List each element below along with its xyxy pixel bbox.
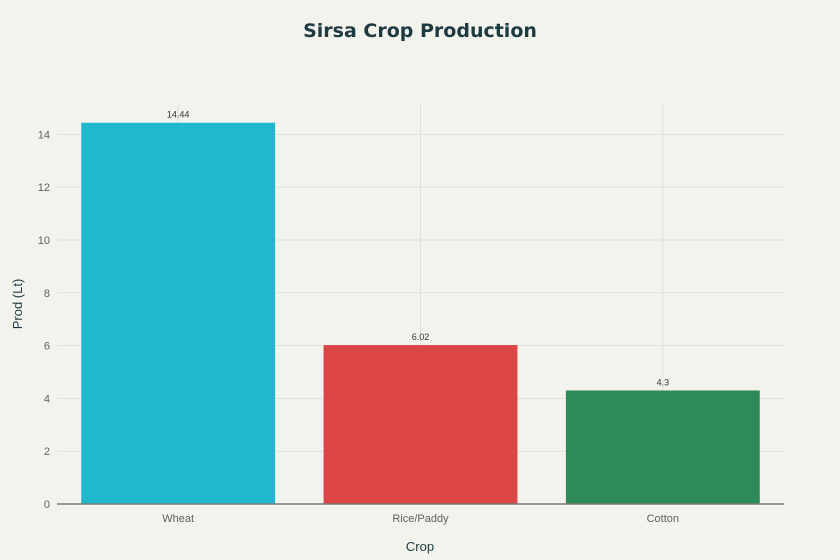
y-tick-label: 4	[44, 393, 50, 405]
y-tick-label: 0	[44, 499, 50, 511]
y-tick-label: 12	[38, 182, 50, 194]
bar	[81, 122, 276, 504]
labels: 0 2 4 6 8 10 12 14 14.44 Wheat 6.02 Rice/Paddy 4.3 Co…	[38, 110, 784, 525]
y-tick-label: 8	[44, 288, 50, 300]
x-tick-label: Wheat	[162, 513, 194, 525]
y-tick-label: 2	[44, 446, 50, 458]
y-tick-label: 14	[38, 129, 50, 141]
chart-title: Sirsa Crop Production	[303, 20, 537, 42]
y-axis-title: Prod (Lt)	[10, 279, 25, 330]
bar	[323, 345, 518, 504]
y-tick-label: 10	[38, 235, 50, 247]
bars	[81, 122, 760, 504]
x-axis-title: Crop	[406, 539, 434, 554]
data-label: 14.44	[167, 110, 190, 120]
data-label: 4.3	[657, 377, 670, 387]
x-tick-label: Cotton	[647, 513, 679, 525]
x-tick-label: Rice/Paddy	[392, 513, 449, 525]
data-label: 6.02	[412, 332, 430, 342]
bar	[565, 390, 760, 504]
y-tick-label: 6	[44, 341, 50, 353]
